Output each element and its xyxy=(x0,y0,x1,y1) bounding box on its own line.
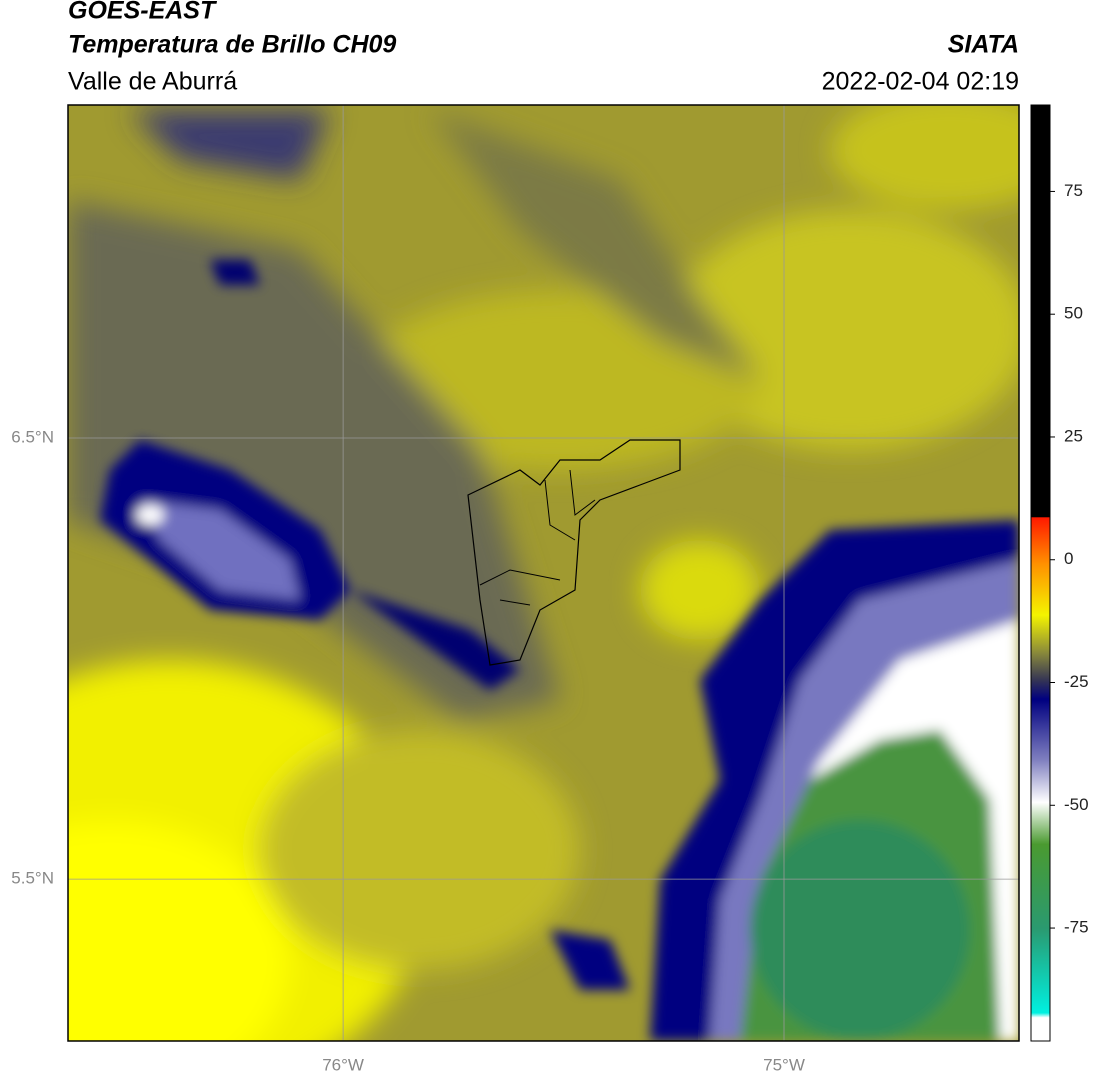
lat-tick-label: 6.5°N xyxy=(11,428,54,447)
region: Valle de Aburrá xyxy=(68,68,237,96)
colorbar-tick-label: -50 xyxy=(1064,795,1089,814)
colorbar-tick-label: -75 xyxy=(1064,918,1089,937)
colorbar-tick-label: 50 xyxy=(1064,304,1083,323)
colorbar xyxy=(1030,104,1051,1042)
datetime: 2022-02-04 02:19 xyxy=(822,68,1019,96)
colorbar-tick-label: 75 xyxy=(1064,181,1083,200)
lat-tick-label: 5.5°N xyxy=(11,869,54,888)
colorbar-tick-label: 0 xyxy=(1064,549,1073,568)
subtitle: Temperatura de Brillo CH09 xyxy=(68,31,396,59)
satellite-field xyxy=(68,105,1019,1041)
lon-tick-label: 75°W xyxy=(763,1055,805,1074)
title: GOES-EAST xyxy=(68,0,218,25)
source: SIATA xyxy=(948,31,1019,59)
colorbar-tick-label: 25 xyxy=(1064,426,1083,445)
lon-tick-label: 76°W xyxy=(322,1055,364,1074)
colorbar-tick-label: -25 xyxy=(1064,672,1089,691)
valley-boundary xyxy=(467,439,681,666)
map-frame xyxy=(67,104,1020,1042)
municipal-boundaries xyxy=(479,469,596,606)
